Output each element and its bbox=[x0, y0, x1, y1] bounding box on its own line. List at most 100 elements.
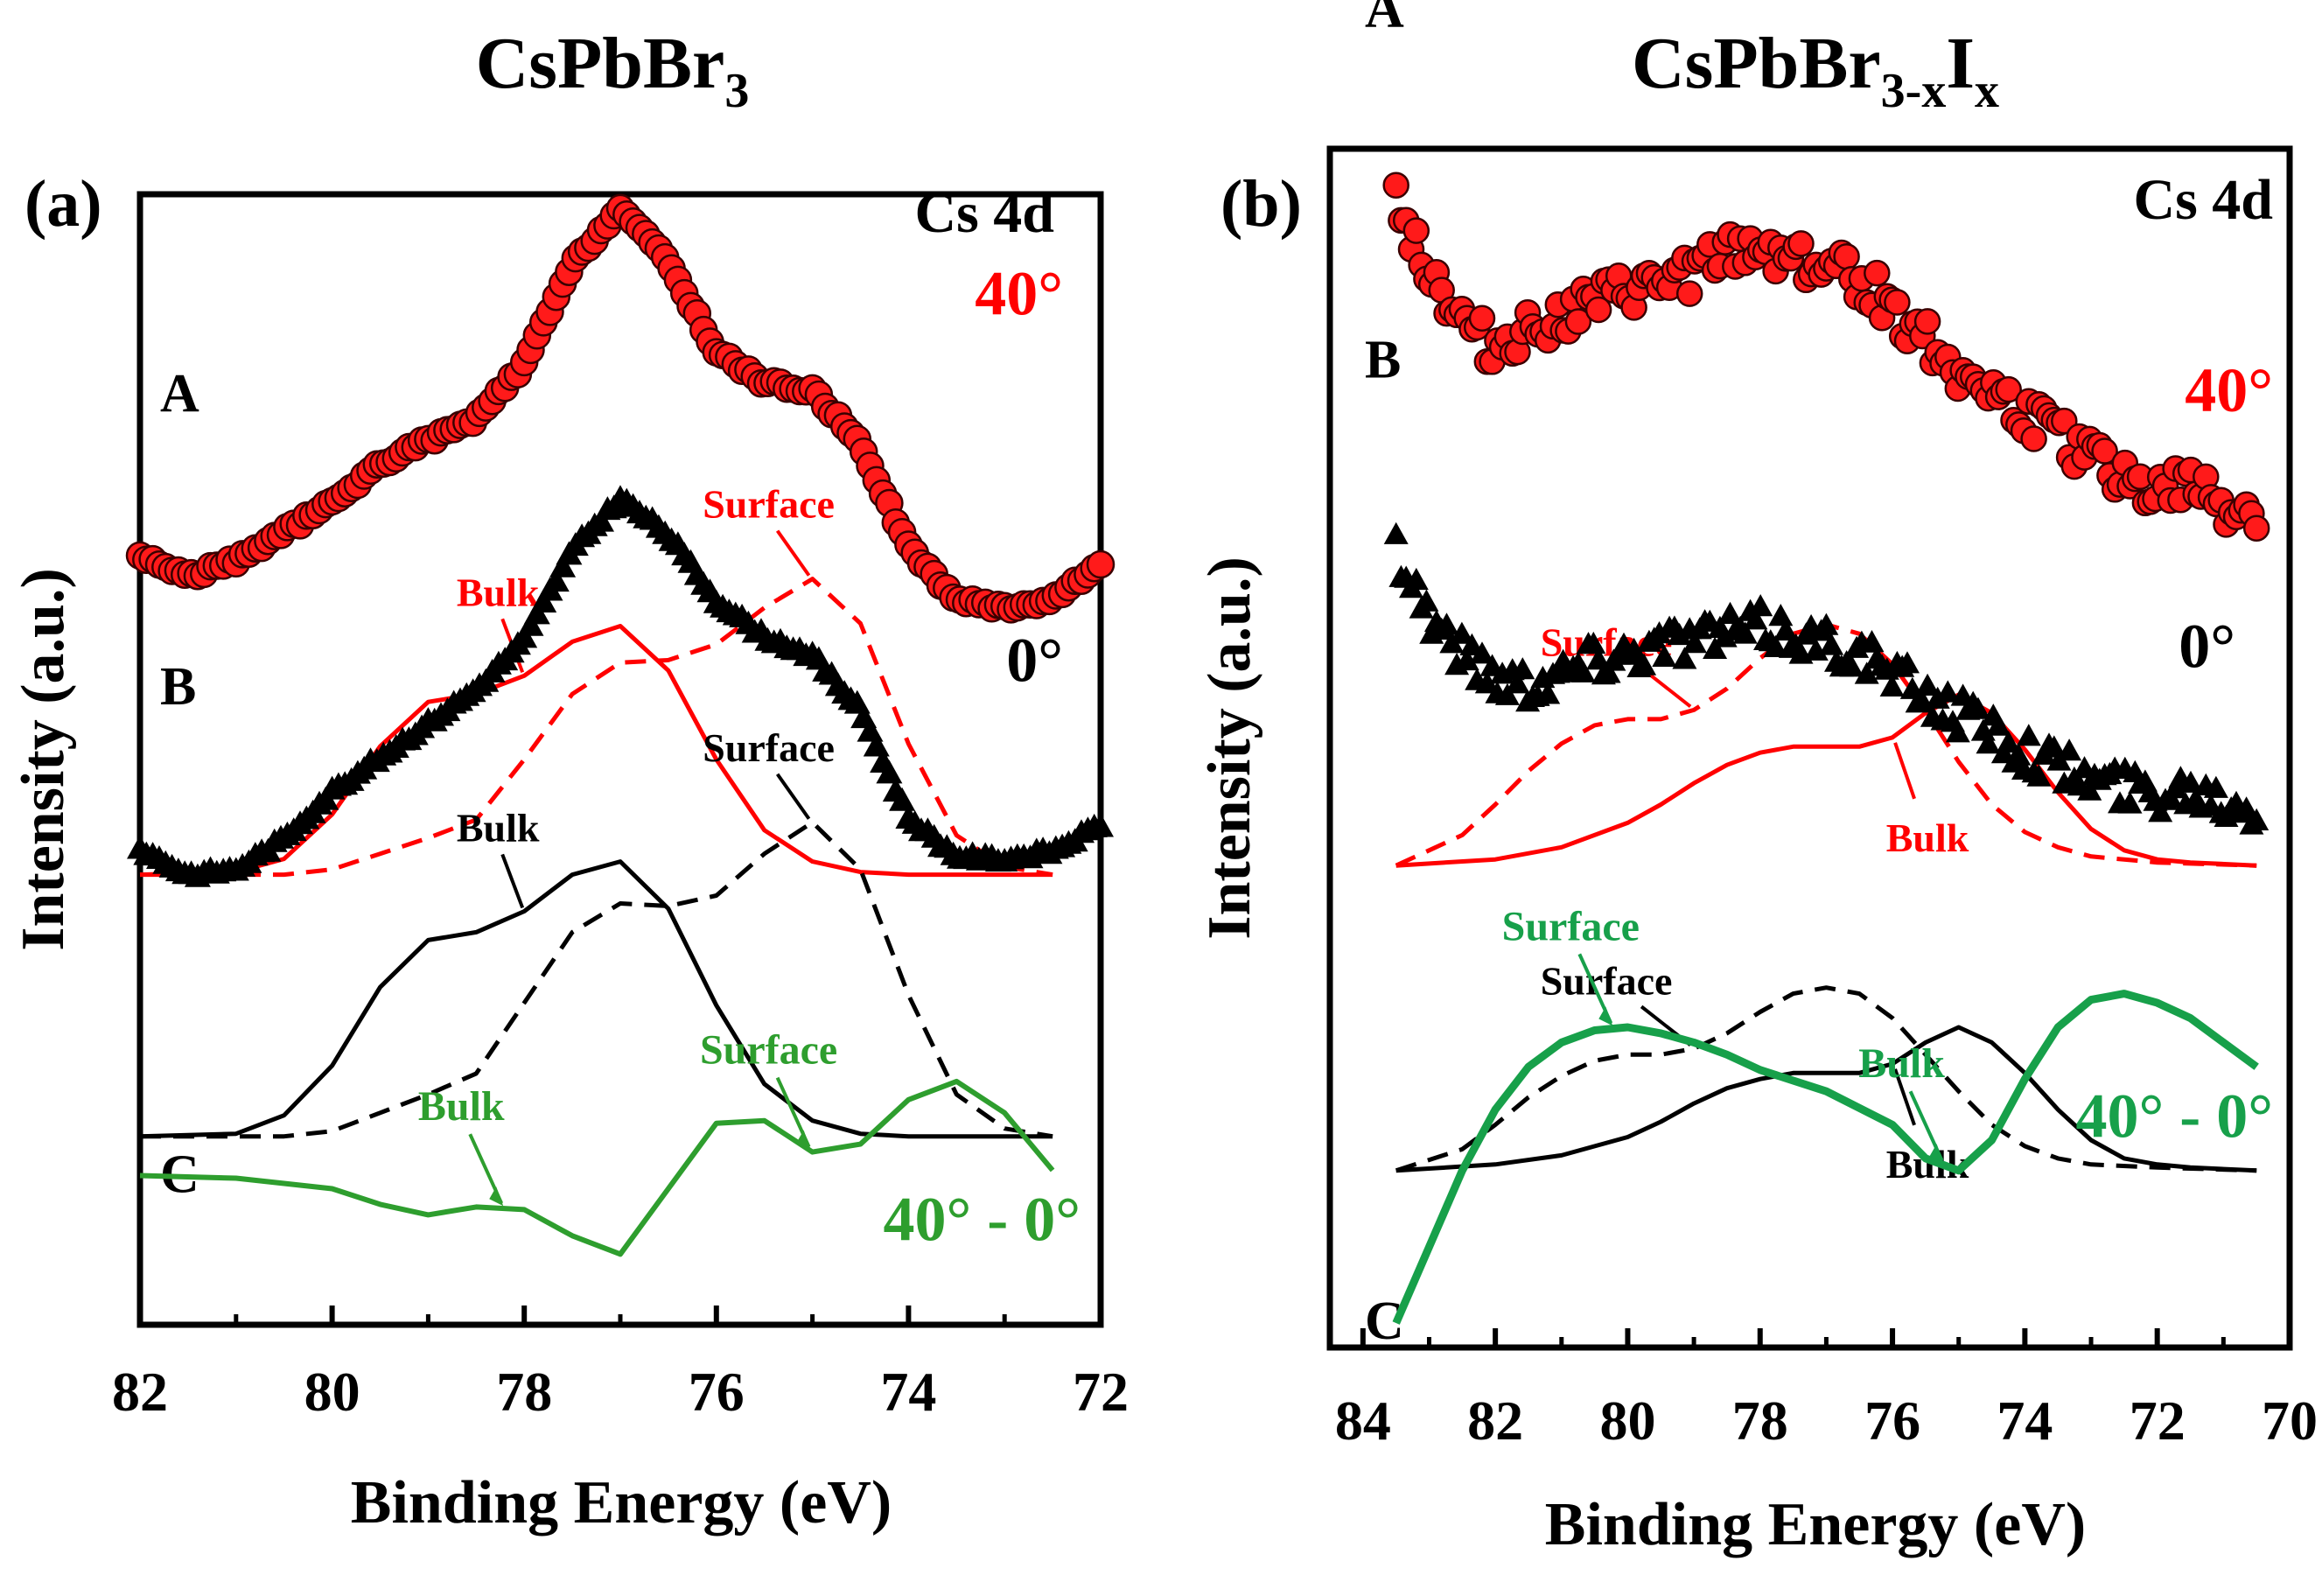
data-point-A bbox=[1833, 242, 1860, 270]
series-label-A: A bbox=[1365, 0, 1404, 39]
data-point-B bbox=[1434, 612, 1459, 635]
annotation-label: Surface bbox=[703, 482, 835, 527]
difference-curve-C bbox=[1392, 990, 2259, 1325]
data-point-B bbox=[1859, 630, 1885, 653]
annotation-arrowhead bbox=[796, 1130, 811, 1150]
data-point-B bbox=[1703, 636, 1728, 659]
annotation-label: Surface bbox=[700, 1027, 837, 1074]
plot-frame bbox=[1326, 145, 2293, 1351]
annotation-label: Bulk bbox=[457, 570, 540, 614]
annotation-arrowhead bbox=[1598, 1006, 1613, 1026]
annotation-arrow bbox=[500, 853, 525, 909]
difference-curve-C bbox=[139, 1078, 1055, 1257]
data-point-B bbox=[1803, 638, 1829, 661]
annotation-label: Surface bbox=[703, 725, 835, 770]
title-text: CsPbBr bbox=[476, 23, 725, 104]
panel-label: (a) bbox=[24, 167, 102, 241]
data-point-B bbox=[2026, 764, 2052, 787]
data-point-B bbox=[1879, 674, 1905, 696]
annotation-label: Bulk bbox=[1886, 1142, 1969, 1186]
data-point-A bbox=[1864, 259, 1891, 287]
data-point-B bbox=[1743, 607, 1768, 630]
data-point-B bbox=[2179, 770, 2203, 793]
data-point-B bbox=[2203, 775, 2228, 798]
annotation-arrow bbox=[1893, 742, 1916, 800]
data-point-A bbox=[1675, 280, 1703, 307]
x-tick-label: 78 bbox=[1732, 1390, 1788, 1452]
data-point-A bbox=[1584, 296, 1612, 324]
angle-label-B: 0° bbox=[1006, 625, 1063, 695]
angle-label-B: 0° bbox=[2179, 612, 2235, 682]
data-point-B bbox=[2057, 738, 2082, 761]
data-point-B bbox=[549, 553, 577, 578]
data-point-A bbox=[1995, 375, 2022, 403]
data-point-B bbox=[1915, 673, 1941, 696]
data-point-A bbox=[1913, 308, 1941, 335]
data-point-B bbox=[1935, 680, 1961, 703]
data-point-A bbox=[1564, 308, 1592, 335]
data-point-B bbox=[1383, 522, 1409, 544]
data-point-B bbox=[1925, 686, 1950, 709]
data-point-B bbox=[1596, 661, 1621, 683]
x-tick-label: 82 bbox=[112, 1361, 168, 1423]
data-point-B bbox=[1996, 730, 2021, 753]
data-point-B bbox=[1748, 594, 1773, 617]
data-point-B bbox=[1652, 644, 1677, 667]
data-point-B bbox=[1854, 662, 1879, 684]
data-point-B bbox=[1570, 660, 1596, 682]
data-point-B bbox=[1712, 625, 1738, 648]
data-point-B bbox=[1945, 720, 1970, 743]
data-point-B bbox=[1581, 631, 1606, 654]
series-label-A: A bbox=[160, 364, 199, 424]
fit-surface-B bbox=[1395, 985, 2257, 1173]
plot-frame bbox=[136, 191, 1104, 1328]
data-point-B bbox=[1773, 618, 1799, 640]
data-point-B bbox=[889, 787, 916, 811]
data-point-B bbox=[876, 760, 903, 784]
annotation-label: Bulk bbox=[457, 805, 540, 850]
fit-surface-B bbox=[140, 820, 1053, 1139]
data-point-B bbox=[1672, 647, 1697, 669]
panel-label: (b) bbox=[1220, 167, 1302, 241]
data-point-B bbox=[1966, 696, 1990, 719]
x-tick-label: 76 bbox=[1864, 1390, 1920, 1452]
x-tick-label: 78 bbox=[496, 1361, 552, 1423]
data-point-B bbox=[1682, 631, 1707, 654]
annotation-arrow bbox=[775, 773, 811, 820]
data-point-B bbox=[1986, 713, 2011, 736]
data-point-B bbox=[1621, 637, 1647, 660]
data-point-B bbox=[1667, 622, 1692, 646]
annotation-label: Bulk bbox=[1886, 816, 1969, 860]
data-point-B bbox=[1647, 621, 1672, 644]
x-tick-label: 74 bbox=[1997, 1390, 2053, 1452]
panel-title: CsPbBr3-xIx bbox=[1632, 23, 1999, 118]
data-point-B bbox=[1895, 651, 1920, 674]
data-point-B bbox=[1510, 657, 1535, 680]
x-tick-label: 84 bbox=[1335, 1390, 1391, 1452]
data-point-B bbox=[1474, 671, 1500, 694]
data-point-B bbox=[1414, 589, 1439, 612]
data-point-B bbox=[1088, 813, 1114, 837]
annotation-arrowhead bbox=[1929, 1144, 1944, 1164]
x-tick-label: 76 bbox=[689, 1361, 745, 1423]
data-point-B bbox=[1768, 604, 1794, 626]
annotation-label: Bulk bbox=[1858, 1040, 1945, 1087]
y-axis-label: Intensity (a.u.) bbox=[1196, 556, 1263, 940]
x-tick-label: 80 bbox=[1599, 1390, 1655, 1452]
data-point-B bbox=[1470, 641, 1494, 664]
data-point-B bbox=[1717, 601, 1743, 624]
core-level-label: Cs 4d bbox=[914, 181, 1054, 245]
fit-bulk-A bbox=[1395, 692, 2257, 868]
data-point-B bbox=[1454, 648, 1479, 671]
data-point-A bbox=[1468, 304, 1496, 332]
data-point-B bbox=[1976, 732, 2001, 754]
data-point-B bbox=[542, 568, 570, 592]
x-axis-label: Binding Energy (eV) bbox=[1545, 1491, 2086, 1558]
fit-bulk-B bbox=[1395, 1025, 2257, 1173]
data-point-A bbox=[1402, 217, 1430, 244]
x-tick-label: 80 bbox=[304, 1361, 360, 1423]
data-point-A bbox=[2242, 514, 2270, 542]
data-point-B bbox=[1839, 654, 1864, 677]
data-point-A bbox=[1884, 289, 1911, 316]
data-point-B bbox=[2016, 724, 2041, 746]
